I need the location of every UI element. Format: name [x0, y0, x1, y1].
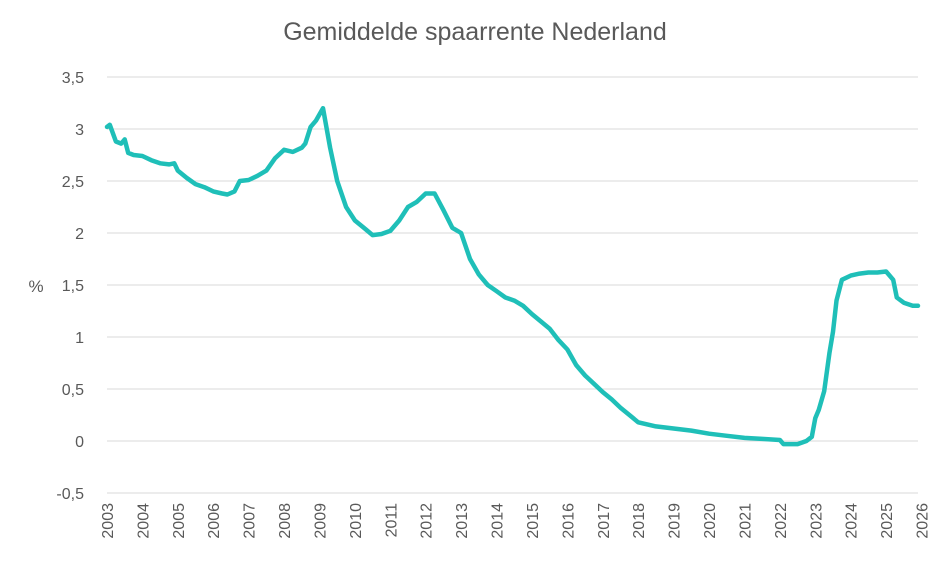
series-layer [104, 105, 921, 447]
chart-title: Gemiddelde spaarrente Nederland [283, 18, 667, 46]
x-tick-label: 2026 [915, 503, 932, 539]
x-tick-label: 2012 [419, 503, 436, 539]
x-tick-label: 2021 [737, 503, 754, 539]
x-tick-label: 2009 [312, 503, 329, 539]
x-tick-label: 2015 [525, 503, 542, 539]
y-tick-label: 3 [75, 122, 84, 139]
x-tick-label: 2019 [667, 503, 684, 539]
y-tick-label: 0,5 [62, 382, 84, 399]
x-tick-label: 2025 [879, 503, 896, 539]
y-tick-label: 1,5 [62, 278, 84, 295]
y-tick-label: 3,5 [62, 70, 84, 87]
x-tick-label: 2022 [773, 503, 790, 539]
x-tick-label: 2004 [135, 503, 152, 539]
x-tick-label: 2007 [242, 503, 259, 539]
x-tick-label: 2024 [844, 503, 861, 539]
y-tick-label: 1 [75, 330, 84, 347]
x-axis-ticks: 2003 2004 2005 2006 2007 2008 2009 2010 2011 2012… [100, 503, 932, 539]
x-tick-label: 2011 [383, 503, 400, 538]
x-tick-label: 2008 [277, 503, 294, 539]
x-tick-label: 2013 [454, 503, 471, 539]
x-tick-label: 2020 [702, 503, 719, 539]
x-tick-label: 2003 [100, 503, 117, 539]
y-tick-label: 2,5 [62, 174, 84, 191]
x-tick-label: 2017 [596, 503, 613, 539]
y-axis-label: % [28, 277, 43, 296]
x-tick-label: 2018 [631, 503, 648, 539]
x-tick-label: 2023 [808, 503, 825, 539]
gridlines [107, 76, 918, 494]
y-tick-label: 2 [75, 226, 84, 243]
x-tick-label: 2016 [560, 503, 577, 539]
y-axis-ticks: -0,5 0 0,5 1 1,5 2 2,5 3 3,5 [56, 70, 84, 503]
x-tick-label: 2006 [206, 503, 223, 539]
y-tick-label: 0 [75, 434, 84, 451]
x-tick-label: 2005 [171, 503, 188, 539]
series-line [104, 105, 921, 447]
x-tick-label: 2014 [490, 503, 507, 539]
x-tick-label: 2010 [348, 503, 365, 539]
y-tick-label: -0,5 [56, 486, 84, 503]
